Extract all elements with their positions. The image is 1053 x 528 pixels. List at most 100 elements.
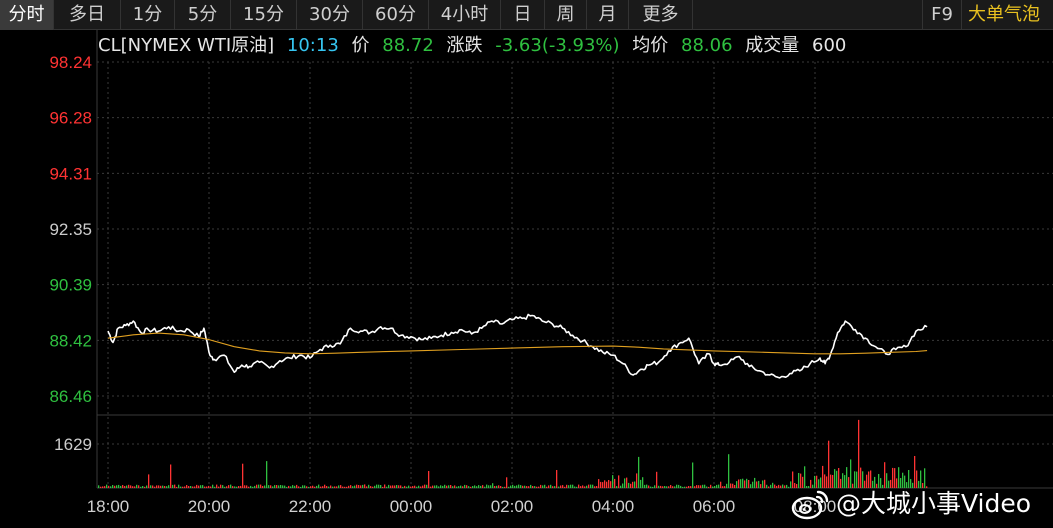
tab-5min[interactable]: 5分: [175, 0, 231, 30]
volume-bar: [884, 462, 886, 488]
volume-bar: [832, 475, 834, 488]
volume-bar: [820, 477, 822, 488]
big-order-bubble-button[interactable]: 大单气泡: [968, 4, 1040, 25]
volume-bar: [414, 485, 416, 488]
volume-bar: [766, 484, 768, 488]
volume-bar: [660, 485, 662, 488]
tab-1min[interactable]: 1分: [121, 0, 175, 30]
volume-bar: [564, 486, 566, 488]
volume-bar: [198, 485, 200, 488]
volume-bar: [782, 484, 784, 488]
volume-bar: [512, 484, 514, 488]
volume-bar: [598, 479, 600, 488]
volume-bar: [484, 486, 486, 488]
volume-bar: [350, 485, 352, 488]
volume-bar: [152, 485, 154, 488]
volume-bar: [680, 485, 682, 488]
volume-bar: [346, 486, 348, 488]
volume-bar: [560, 485, 562, 488]
volume-bar: [720, 481, 722, 488]
volume-bar: [134, 486, 136, 488]
volume-bar: [670, 485, 672, 488]
volume-bar: [238, 486, 240, 488]
volume-bar: [684, 486, 686, 488]
volume-bar: [452, 486, 454, 488]
volume-bar: [472, 486, 474, 488]
volume-bar: [100, 486, 102, 488]
volume-bar: [668, 486, 670, 488]
volume-bar: [304, 485, 306, 488]
volume-bar: [600, 481, 602, 488]
tab-day[interactable]: 日: [501, 0, 545, 30]
tab-60min[interactable]: 60分: [363, 0, 429, 30]
tab-month[interactable]: 月: [587, 0, 629, 30]
volume-bar: [154, 486, 156, 488]
volume-bar: [164, 486, 166, 488]
tab-more[interactable]: 更多: [629, 0, 693, 30]
volume-bar: [114, 485, 116, 488]
volume-bar: [688, 486, 690, 488]
volume-bar: [202, 485, 204, 488]
volume-bar: [638, 456, 640, 488]
volume-bar: [816, 475, 818, 488]
volume-bar: [256, 484, 258, 488]
volume-bar: [374, 485, 376, 488]
volume-bar: [918, 480, 920, 488]
volume-bar: [692, 462, 694, 488]
volume-bar: [370, 486, 372, 488]
volume-bar: [892, 467, 894, 488]
tab-15min[interactable]: 15分: [231, 0, 297, 30]
change-label: 涨跌: [446, 35, 483, 56]
volume-bar: [704, 484, 706, 488]
volume-bar: [808, 486, 810, 488]
volume-bar: [230, 484, 232, 488]
volume-bar: [778, 484, 780, 488]
volume-bar: [586, 485, 588, 488]
price-line: [107, 313, 928, 379]
tab-30min[interactable]: 30分: [297, 0, 363, 30]
volume-bar: [412, 486, 414, 488]
volume-bar: [514, 485, 516, 488]
volume-bar: [830, 474, 832, 488]
volume-bar: [446, 485, 448, 488]
volume-bar: [874, 476, 876, 488]
volume-bar: [450, 485, 452, 488]
volume-bar: [622, 483, 624, 488]
volume-bar: [464, 484, 466, 488]
tab-multi-day[interactable]: 多日: [54, 0, 121, 30]
volume-bar: [420, 486, 422, 488]
volume-bar: [784, 485, 786, 488]
volume-bar: [628, 482, 630, 488]
volume-bar: [712, 486, 714, 488]
volume-bar: [872, 480, 874, 488]
volume-bar: [902, 472, 904, 488]
volume-bar: [320, 486, 322, 488]
volume-bar: [482, 485, 484, 488]
volume-bar: [460, 485, 462, 488]
volume-bar: [108, 485, 110, 488]
x-tick-label: 08:00: [794, 497, 837, 516]
volume-bar: [488, 485, 490, 488]
volume-bar: [274, 485, 276, 488]
volume-bar: [738, 479, 740, 488]
volume-bar: [170, 464, 172, 488]
volume-bar: [436, 485, 438, 488]
volume-bar: [272, 486, 274, 488]
volume-bar: [652, 486, 654, 488]
volume-bar: [246, 485, 248, 488]
volume-bar: [912, 482, 914, 488]
volume-bar: [338, 485, 340, 488]
volume-bar: [922, 483, 924, 488]
volume-bar: [916, 470, 918, 488]
volume-bar: [144, 486, 146, 488]
volume-bar: [190, 486, 192, 488]
volume-bar: [706, 486, 708, 488]
volume-bar: [394, 485, 396, 488]
tab-4hour[interactable]: 4小时: [429, 0, 501, 30]
tab-week[interactable]: 周: [545, 0, 587, 30]
tab-intraday[interactable]: 分时: [0, 0, 54, 30]
average-price-line: [107, 332, 928, 355]
f9-button[interactable]: F9: [922, 0, 962, 30]
volume-bar: [192, 486, 194, 488]
